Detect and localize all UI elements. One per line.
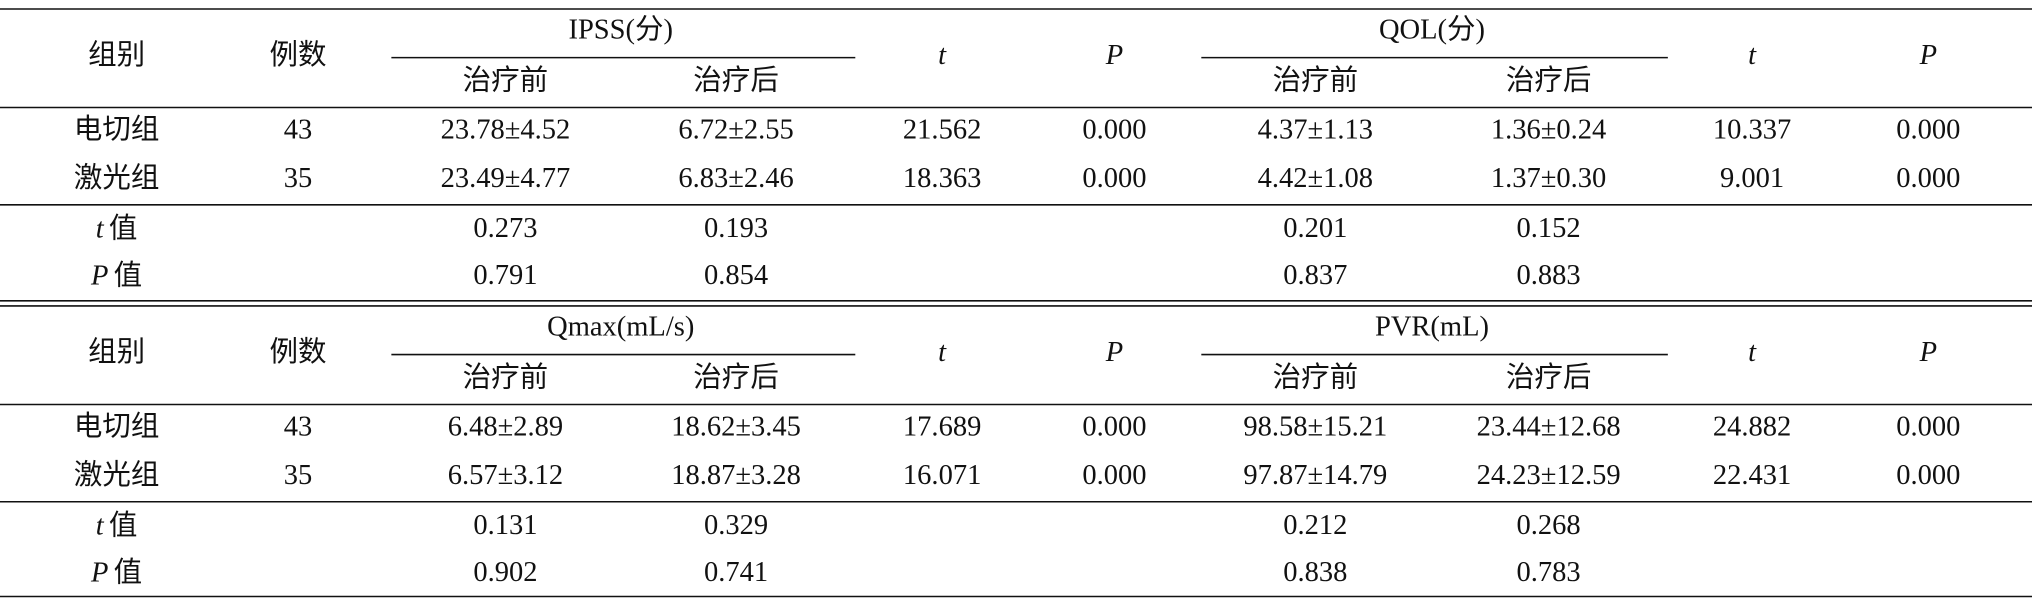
cell: 0.273 [473,213,537,244]
cell: 23.78±4.52 [441,114,571,145]
stat-header: P [1919,337,1937,368]
stat-symbol: P [90,557,108,588]
cell: 0.837 [1283,260,1347,291]
cell: 0.902 [473,557,537,588]
cell: 0.000 [1896,460,1960,491]
cell: 9.001 [1720,163,1784,194]
sub-header: 治疗前 [463,362,549,394]
cell: 0.268 [1517,510,1581,541]
cell: 0.000 [1896,114,1960,145]
group-title: IPSS(分) [568,15,673,46]
header-cell: 例数 [270,336,327,368]
cell: 0.883 [1517,260,1581,291]
group-title: PVR(mL) [1375,312,1489,343]
sub-header: 治疗前 [1273,65,1359,97]
cell: 0.000 [1082,411,1146,442]
stat-header: t [938,337,947,368]
cell: 0.000 [1896,163,1960,194]
header-cell: 组别 [88,336,145,368]
sub-header: 治疗前 [1273,362,1359,394]
cell: 0.000 [1082,460,1146,491]
stat-word: 值 [114,556,143,588]
cell: 23.44±12.68 [1477,411,1621,442]
sub-header: 治疗后 [1506,362,1592,394]
cell: 激光组 [74,459,160,491]
cell: 22.431 [1713,460,1791,491]
stat-symbol: t [96,510,105,541]
stat-header: P [1105,337,1123,368]
cell: 0.000 [1082,163,1146,194]
stat-header: P [1919,40,1937,71]
cell: 43 [284,114,313,145]
stat-symbol: P [90,260,108,291]
stat-word: 值 [114,259,143,291]
cell: 电切组 [74,410,160,442]
cell: 激光组 [74,162,160,194]
stat-header: t [938,40,947,71]
header-cell: 例数 [270,39,327,71]
cell: 0.000 [1082,114,1146,145]
cell: 18.62±3.45 [671,411,801,442]
cell: 18.363 [903,163,981,194]
cell: 35 [284,460,313,491]
cell: 4.37±1.13 [1258,114,1373,145]
group-title: Qmax(mL/s) [547,312,694,343]
stat-header: t [1748,337,1757,368]
cell: 0.131 [473,510,537,541]
sub-header: 治疗后 [693,362,779,394]
sub-header: 治疗前 [463,65,549,97]
cell: 6.72±2.55 [678,114,793,145]
cell: 0.791 [473,260,537,291]
group-title: QOL(分) [1379,15,1485,46]
stat-word: 值 [109,212,138,244]
cell: 1.36±0.24 [1491,114,1606,145]
stat-symbol: t [96,213,105,244]
cell: 0.000 [1896,411,1960,442]
cell: 0.854 [704,260,768,291]
cell: 6.57±3.12 [448,460,563,491]
header-cell: 组别 [88,39,145,71]
cell: 6.48±2.89 [448,411,563,442]
stat-header: P [1105,40,1123,71]
cell: 0.838 [1283,557,1347,588]
cell: 18.87±3.28 [671,460,801,491]
cell: 10.337 [1713,114,1791,145]
cell: 17.689 [903,411,981,442]
cell: 97.87±14.79 [1243,460,1387,491]
cell: 4.42±1.08 [1258,163,1373,194]
cell: 0.783 [1517,557,1581,588]
cell: 1.37±0.30 [1491,163,1606,194]
cell: 电切组 [74,113,160,145]
cell: 16.071 [903,460,981,491]
cell: 6.83±2.46 [678,163,793,194]
sub-header: 治疗后 [693,65,779,97]
cell: 0.201 [1283,213,1347,244]
cell: 35 [284,163,313,194]
cell: 23.49±4.77 [441,163,571,194]
cell: 24.23±12.59 [1477,460,1621,491]
cell: 0.741 [704,557,768,588]
cell: 24.882 [1713,411,1791,442]
sub-header: 治疗后 [1506,65,1592,97]
cell: 0.212 [1283,510,1347,541]
cell: 21.562 [903,114,981,145]
stat-header: t [1748,40,1757,71]
cell: 0.193 [704,213,768,244]
cell: 98.58±15.21 [1243,411,1387,442]
stat-word: 值 [109,509,138,541]
cell: 0.329 [704,510,768,541]
cell: 43 [284,411,313,442]
cell: 0.152 [1517,213,1581,244]
